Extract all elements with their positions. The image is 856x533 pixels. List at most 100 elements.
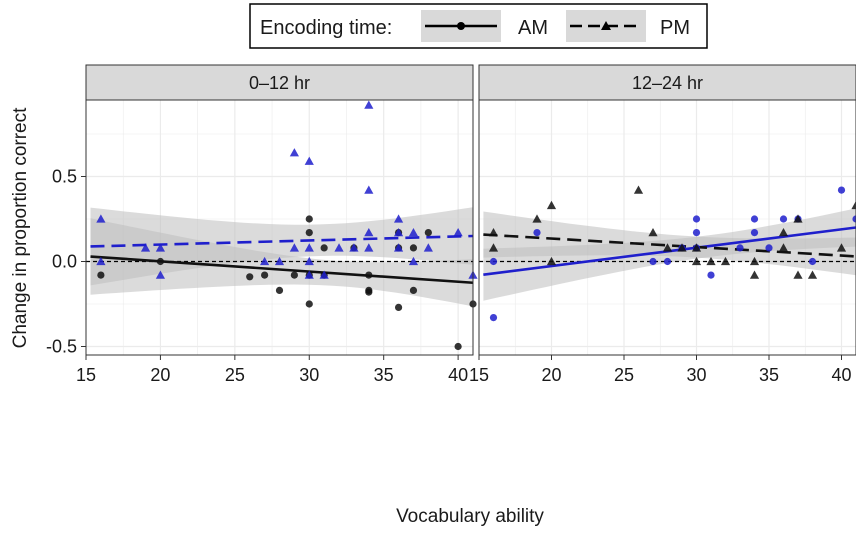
data-point-am <box>290 271 298 279</box>
data-point-pm <box>319 270 329 279</box>
data-point-am <box>261 271 269 279</box>
x-tick-label: 40 <box>831 365 851 385</box>
data-point-pm <box>304 270 314 279</box>
data-point-pm <box>749 270 760 279</box>
data-point-am <box>779 215 788 223</box>
facet-label-0: 0–12 hr <box>249 73 310 93</box>
data-point-pm <box>836 243 847 252</box>
y-axis: -0.5 0.0 0.5 <box>46 167 86 357</box>
data-point-am <box>320 244 328 252</box>
x-tick-label: 25 <box>225 365 245 385</box>
data-point-am <box>305 300 313 308</box>
data-point-pm <box>96 256 106 266</box>
facet-panel-12-24-hr: 12–24 hr 15 20 25 30 35 40 <box>469 64 856 385</box>
ribbons-1 <box>483 208 856 301</box>
fit-lines-0 <box>90 234 474 285</box>
data-point-pm <box>662 243 673 252</box>
data-point-pm <box>793 214 803 223</box>
data-point-pm <box>408 256 419 266</box>
x-tick-label: 35 <box>374 365 394 385</box>
data-point-am <box>489 314 498 322</box>
x-axis-title: Vocabulary ability <box>396 506 544 527</box>
x-tick-label: 15 <box>76 365 96 385</box>
data-point-am <box>424 229 432 237</box>
data-point-pm <box>408 228 419 237</box>
facet-panel-0-12-hr: 0–12 hr 15 20 25 30 35 40 <box>76 64 478 385</box>
data-point-am <box>454 342 462 351</box>
data-point-pm <box>851 200 856 210</box>
data-point-am <box>649 257 657 266</box>
x-tick-label: 30 <box>299 365 319 385</box>
data-point-am <box>246 273 254 281</box>
legend-key-pm-marker <box>601 21 611 30</box>
plot-panel-border-1 <box>478 99 856 356</box>
data-point-am <box>409 286 418 294</box>
data-point-pm <box>155 243 166 252</box>
data-point-pm <box>648 228 658 237</box>
data-point-pm <box>364 185 374 194</box>
data-point-pm <box>364 228 374 237</box>
data-point-pm <box>720 256 731 266</box>
x-tick-label: 25 <box>614 365 634 385</box>
data-point-pm <box>393 228 404 237</box>
data-point-pm <box>793 270 803 279</box>
data-point-am <box>692 215 701 223</box>
data-point-pm <box>304 256 314 266</box>
facet-label-1: 12–24 hr <box>632 73 703 93</box>
data-point-pm <box>304 156 314 165</box>
data-point-am <box>837 186 846 194</box>
x-tick-label: 40 <box>448 365 468 385</box>
data-point-am <box>97 271 105 279</box>
data-point-pm <box>349 243 359 252</box>
y-tick-label: -0.5 <box>46 337 77 357</box>
data-point-pm <box>393 243 404 252</box>
data-point-am <box>275 286 284 294</box>
fit-line-am <box>90 255 474 285</box>
data-point-pm <box>691 243 702 252</box>
legend-key-am-marker <box>457 22 465 30</box>
data-point-am <box>765 244 773 252</box>
points-0 <box>96 100 478 351</box>
data-point-pm <box>677 243 687 252</box>
data-point-pm <box>289 243 299 252</box>
data-point-am <box>707 271 715 279</box>
data-point-pm <box>778 243 789 252</box>
legend-label-am: AM <box>518 17 548 39</box>
legend: Encoding time: AM PM <box>249 3 708 49</box>
data-point-am <box>489 257 498 266</box>
x-tick-label: 30 <box>686 365 706 385</box>
data-point-am <box>365 271 373 279</box>
data-point-pm <box>749 256 760 266</box>
data-point-pm <box>488 243 499 252</box>
data-point-am <box>533 229 541 237</box>
x-axis-0: 15 20 25 30 35 40 <box>76 355 468 385</box>
data-point-pm <box>778 228 789 237</box>
facet-strip-1 <box>478 64 856 101</box>
data-point-pm <box>633 185 644 194</box>
data-point-pm <box>532 214 542 223</box>
x-tick-label: 20 <box>150 365 170 385</box>
fit-line-pm <box>90 234 474 248</box>
data-point-am <box>394 303 403 311</box>
data-point-pm <box>546 200 557 210</box>
confidence-band-pm <box>90 207 473 286</box>
data-point-pm <box>260 256 270 266</box>
data-point-pm <box>807 270 818 279</box>
data-point-am <box>409 244 418 252</box>
data-point-am <box>808 257 817 266</box>
x-tick-label: 35 <box>759 365 779 385</box>
data-point-pm <box>334 243 344 252</box>
data-point-am <box>750 229 759 237</box>
data-point-am <box>305 215 313 223</box>
data-point-am <box>365 288 373 296</box>
x-tick-label: 20 <box>541 365 561 385</box>
data-point-am <box>736 244 744 252</box>
plot-panel-border-0 <box>85 99 474 356</box>
data-point-pm <box>423 243 433 252</box>
data-point-pm <box>393 214 404 223</box>
legend-title: Encoding time: <box>260 17 392 39</box>
data-point-pm <box>140 243 151 252</box>
x-axis-1: 15 20 25 30 35 40 <box>469 355 852 385</box>
data-point-am <box>692 229 701 237</box>
points-1 <box>488 185 856 322</box>
